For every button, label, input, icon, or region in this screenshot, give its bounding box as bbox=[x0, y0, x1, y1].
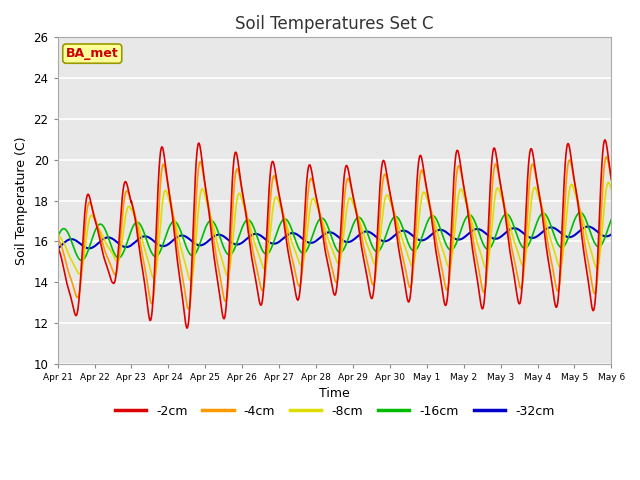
Line: -32cm: -32cm bbox=[58, 227, 611, 249]
-2cm bbox=[209, 239, 216, 244]
-8cm bbox=[187, 278, 195, 284]
-32cm bbox=[495, 235, 503, 240]
-8cm bbox=[605, 180, 612, 185]
-8cm bbox=[209, 219, 216, 225]
-16cm bbox=[496, 222, 504, 228]
-4cm bbox=[184, 306, 192, 312]
Y-axis label: Soil Temperature (C): Soil Temperature (C) bbox=[15, 136, 28, 265]
Line: -4cm: -4cm bbox=[58, 157, 611, 309]
-32cm bbox=[208, 235, 216, 240]
-32cm bbox=[363, 228, 371, 234]
-16cm bbox=[363, 228, 371, 234]
-32cm bbox=[574, 230, 582, 236]
-4cm bbox=[607, 178, 615, 183]
Title: Soil Temperatures Set C: Soil Temperatures Set C bbox=[236, 15, 434, 33]
-4cm bbox=[209, 226, 216, 232]
-4cm bbox=[496, 177, 504, 183]
-32cm bbox=[607, 231, 615, 237]
Text: BA_met: BA_met bbox=[66, 47, 118, 60]
-8cm bbox=[607, 186, 615, 192]
-16cm bbox=[209, 218, 216, 224]
-8cm bbox=[351, 205, 358, 211]
-4cm bbox=[363, 256, 371, 262]
-16cm bbox=[77, 258, 85, 264]
-4cm bbox=[603, 154, 611, 160]
-32cm bbox=[584, 224, 592, 229]
-8cm bbox=[54, 230, 61, 236]
-8cm bbox=[363, 240, 371, 246]
-2cm bbox=[559, 212, 566, 217]
-32cm bbox=[351, 236, 358, 242]
-2cm bbox=[574, 201, 582, 207]
-8cm bbox=[496, 188, 504, 194]
-2cm bbox=[601, 137, 609, 143]
Line: -2cm: -2cm bbox=[58, 140, 611, 328]
-4cm bbox=[559, 241, 566, 247]
X-axis label: Time: Time bbox=[319, 387, 350, 400]
-16cm bbox=[351, 218, 358, 224]
-2cm bbox=[363, 272, 371, 277]
-2cm bbox=[351, 201, 358, 206]
-16cm bbox=[574, 211, 582, 216]
Line: -8cm: -8cm bbox=[58, 182, 611, 281]
-16cm bbox=[54, 235, 61, 240]
-4cm bbox=[574, 197, 582, 203]
-2cm bbox=[183, 325, 191, 331]
-16cm bbox=[577, 210, 584, 216]
-2cm bbox=[496, 176, 504, 181]
Line: -16cm: -16cm bbox=[58, 213, 611, 261]
-16cm bbox=[559, 244, 566, 250]
-32cm bbox=[54, 246, 61, 252]
-8cm bbox=[574, 201, 582, 206]
-2cm bbox=[607, 176, 615, 182]
-16cm bbox=[607, 216, 615, 222]
-4cm bbox=[54, 234, 61, 240]
-2cm bbox=[54, 243, 61, 249]
-4cm bbox=[351, 200, 358, 206]
-32cm bbox=[559, 231, 566, 237]
-8cm bbox=[559, 254, 566, 260]
Legend: -2cm, -4cm, -8cm, -16cm, -32cm: -2cm, -4cm, -8cm, -16cm, -32cm bbox=[109, 400, 559, 423]
